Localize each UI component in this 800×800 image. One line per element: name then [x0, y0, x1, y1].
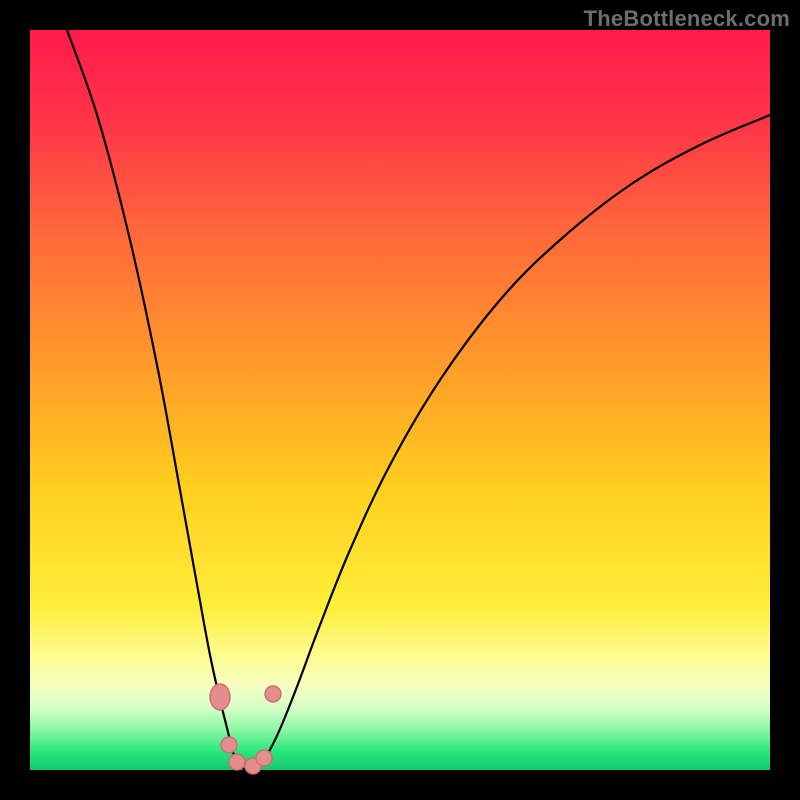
curve-marker: [265, 686, 281, 702]
plot-background: [30, 30, 770, 770]
bottleneck-curve-chart: [0, 0, 800, 800]
curve-marker: [210, 684, 230, 710]
chart-container: TheBottleneck.com: [0, 0, 800, 800]
watermark-text: TheBottleneck.com: [584, 6, 790, 32]
curve-marker: [221, 737, 237, 753]
curve-marker: [256, 750, 272, 766]
curve-marker: [229, 754, 245, 770]
